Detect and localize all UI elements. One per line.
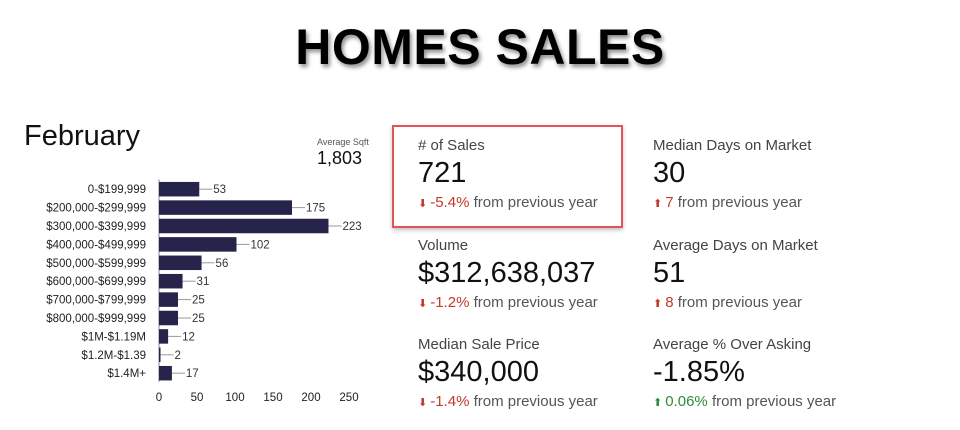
bar bbox=[159, 273, 183, 289]
arrow-up-icon: ⬆ bbox=[653, 298, 663, 310]
stat-label: # of Sales bbox=[418, 137, 485, 154]
stat-value: 30 bbox=[653, 157, 686, 189]
page-title: HOMES SALES bbox=[295, 19, 665, 75]
stat-volume: Volume $312,638,037 ⬇ -1.2% from previous… bbox=[418, 237, 598, 311]
price-range-bar-chart: 0-$199,999 53 $200,000-$299,999 175 $300,000… bbox=[46, 179, 362, 404]
category-label: $1.4M+ bbox=[107, 368, 146, 380]
avg-sqft-label: Average Sqft bbox=[317, 137, 369, 147]
category-label: $400,000-$499,999 bbox=[46, 239, 146, 251]
change-suffix: from previous year bbox=[677, 194, 802, 211]
stat-label: Median Sale Price bbox=[418, 336, 540, 353]
stat-value: $312,638,037 bbox=[418, 257, 596, 289]
x-tick-label: 250 bbox=[339, 392, 358, 404]
category-label: $1M-$1.19M bbox=[81, 331, 146, 343]
category-label: $200,000-$299,999 bbox=[46, 203, 146, 215]
stat-average-over-asking: Average % Over Asking -1.85% ⬆ 0.06% from… bbox=[653, 336, 836, 410]
bar bbox=[159, 255, 202, 271]
stat-value: 51 bbox=[653, 257, 686, 289]
bar bbox=[159, 237, 237, 252]
x-tick-label: 150 bbox=[263, 392, 282, 404]
change-suffix: from previous year bbox=[473, 194, 598, 211]
stat-label: Volume bbox=[418, 237, 469, 254]
change-value: -5.4% bbox=[430, 194, 470, 211]
stat-average-days-on-market: Average Days on Market 51 ⬆ 8 from previo… bbox=[653, 237, 818, 311]
stat-change: ⬇ -5.4% from previous year bbox=[418, 194, 598, 211]
arrow-down-icon: ⬇ bbox=[418, 198, 428, 210]
stat-label: Median Days on Market bbox=[653, 137, 812, 154]
bar bbox=[159, 310, 178, 326]
stat-change: ⬇ -1.4% from previous year bbox=[418, 393, 598, 410]
arrow-up-icon: ⬆ bbox=[653, 198, 663, 210]
arrow-down-icon: ⬇ bbox=[418, 397, 428, 409]
stat-label: Average % Over Asking bbox=[653, 336, 812, 353]
category-label: $300,000-$399,999 bbox=[46, 221, 146, 233]
arrow-down-icon: ⬇ bbox=[418, 298, 428, 310]
stat-median-sale-price: Median Sale Price $340,000 ⬇ -1.4% from p… bbox=[418, 336, 598, 410]
change-value: 8 bbox=[665, 294, 674, 311]
data-label: 25 bbox=[192, 313, 205, 325]
stat-change: ⬆ 8 from previous year bbox=[653, 294, 818, 311]
stat-value: -1.85% bbox=[653, 356, 745, 388]
stat-change: ⬇ -1.2% from previous year bbox=[418, 294, 598, 311]
data-label: 102 bbox=[251, 239, 270, 251]
sales-highlight-box bbox=[392, 125, 623, 228]
bar bbox=[159, 218, 329, 234]
data-label: 56 bbox=[216, 258, 229, 270]
data-label: 223 bbox=[342, 221, 361, 233]
bar bbox=[159, 365, 172, 381]
x-tick-label: 100 bbox=[225, 392, 244, 404]
stat-value: 721 bbox=[418, 157, 467, 189]
change-suffix: from previous year bbox=[473, 294, 598, 311]
change-value: 0.06% bbox=[665, 393, 708, 410]
change-suffix: from previous year bbox=[473, 393, 598, 410]
data-label: 31 bbox=[197, 276, 210, 288]
change-value: 7 bbox=[665, 194, 674, 211]
x-tick-label: 50 bbox=[191, 392, 204, 404]
stat-change: ⬆ 7 from previous year bbox=[653, 194, 811, 211]
data-label: 25 bbox=[192, 295, 205, 307]
data-label: 175 bbox=[306, 203, 325, 215]
category-label: $600,000-$699,999 bbox=[46, 276, 146, 288]
change-value: -1.4% bbox=[430, 393, 470, 410]
data-label: 53 bbox=[213, 184, 226, 196]
avg-sqft-value: 1,803 bbox=[317, 148, 363, 168]
category-label: $800,000-$999,999 bbox=[46, 313, 146, 325]
stat-label: Average Days on Market bbox=[653, 237, 818, 254]
data-label: 2 bbox=[175, 350, 181, 362]
bar bbox=[159, 329, 169, 344]
arrow-up-icon: ⬆ bbox=[653, 397, 663, 409]
month-heading: February bbox=[24, 120, 141, 152]
change-value: -1.2% bbox=[430, 294, 470, 311]
bar bbox=[159, 292, 178, 307]
x-tick-label: 200 bbox=[301, 392, 320, 404]
stat-value: $340,000 bbox=[418, 356, 539, 388]
bar bbox=[159, 200, 292, 215]
change-suffix: from previous year bbox=[711, 393, 837, 410]
x-tick-label: 0 bbox=[156, 392, 162, 404]
bar bbox=[159, 347, 161, 363]
change-suffix: from previous year bbox=[677, 294, 802, 311]
stat-sales: # of Sales 721 ⬇ -5.4% from previous year bbox=[418, 137, 598, 211]
stat-median-days-on-market: Median Days on Market 30 ⬆ 7 from previou… bbox=[653, 137, 811, 211]
category-label: 0-$199,999 bbox=[88, 184, 146, 196]
bar bbox=[159, 181, 200, 197]
data-label: 12 bbox=[182, 331, 195, 343]
stat-change: ⬆ 0.06% from previous year bbox=[653, 393, 836, 410]
category-label: $700,000-$799,999 bbox=[46, 295, 146, 307]
category-label: $1.2M-$1.39 bbox=[81, 350, 146, 362]
data-label: 17 bbox=[186, 368, 199, 380]
category-label: $500,000-$599,999 bbox=[46, 258, 146, 270]
